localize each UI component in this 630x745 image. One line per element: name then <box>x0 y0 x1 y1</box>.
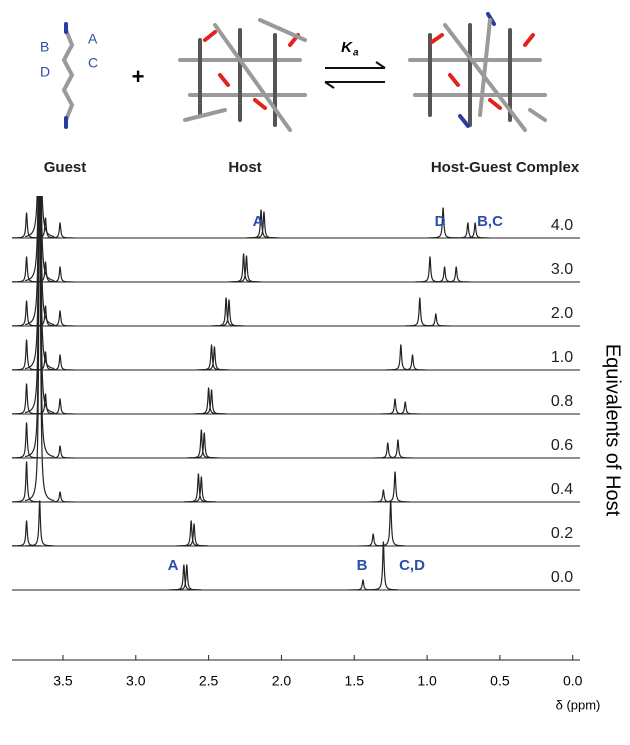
x-tick-label: 2.5 <box>199 673 219 689</box>
peak <box>214 300 243 326</box>
series-label: 0.2 <box>551 525 573 542</box>
atom-label: A <box>88 31 98 47</box>
constant-sub: a <box>353 48 359 59</box>
x-tick-label: 2.0 <box>272 673 292 689</box>
x-tick-label: 0.5 <box>490 673 510 689</box>
peak-annotation: B,C <box>477 213 503 230</box>
series-label: 0.6 <box>551 437 573 454</box>
atom-label: D <box>40 64 50 80</box>
host-label: Host <box>228 159 261 176</box>
peak <box>229 254 258 282</box>
series-label: 3.0 <box>551 261 573 278</box>
peak <box>194 388 223 414</box>
x-tick-label: 1.0 <box>417 673 437 689</box>
peak <box>232 256 261 282</box>
peak <box>197 390 226 414</box>
guest-molecule <box>64 24 72 127</box>
peak-annotation: A <box>253 213 264 230</box>
constant: K <box>341 39 353 56</box>
peak <box>46 492 75 502</box>
figure: B A D C + K a Guest Host Host-Guest Comp… <box>0 0 630 745</box>
peak-annotation: A <box>168 557 179 574</box>
guest-label: Guest <box>44 159 87 176</box>
peak <box>200 347 229 370</box>
peak <box>177 521 206 546</box>
peak <box>25 501 54 546</box>
peak <box>197 345 226 370</box>
peak <box>46 446 75 458</box>
x-tick-label: 3.5 <box>53 673 73 689</box>
peak <box>187 430 216 458</box>
atom-label: C <box>88 55 98 71</box>
complex-molecule <box>410 14 545 130</box>
y-axis-label: Equivalents of Host <box>602 344 624 517</box>
peak <box>179 524 208 546</box>
peak <box>212 298 241 326</box>
plus: + <box>132 64 145 89</box>
peak <box>187 477 216 502</box>
series-label: 0.4 <box>551 481 573 498</box>
atom-label: B <box>40 39 49 55</box>
x-tick-label: 1.5 <box>345 673 365 689</box>
series-label: 4.0 <box>551 217 573 234</box>
series-label: 0.0 <box>551 569 573 586</box>
peak <box>348 580 377 590</box>
peak-annotation: C,D <box>399 557 425 574</box>
x-tick-label: 0.0 <box>563 673 583 689</box>
peak <box>380 399 409 414</box>
peak <box>405 298 434 326</box>
x-tick-label: 3.0 <box>126 673 146 689</box>
series-label: 2.0 <box>551 305 573 322</box>
x-axis-label: δ (ppm) <box>556 697 601 712</box>
series-label: 1.0 <box>551 349 573 366</box>
series-label: 0.8 <box>551 393 573 410</box>
peak <box>25 58 54 457</box>
peak <box>421 314 450 326</box>
peak-annotation: D <box>435 213 446 230</box>
peak-annotation: B <box>357 557 368 574</box>
peak <box>369 542 398 590</box>
peak <box>190 433 219 458</box>
peak <box>415 257 444 282</box>
peak <box>376 501 405 546</box>
peak <box>184 474 213 502</box>
host-molecule <box>180 20 305 130</box>
complex-label: Host-Guest Complex <box>431 159 580 176</box>
peak <box>25 0 54 369</box>
